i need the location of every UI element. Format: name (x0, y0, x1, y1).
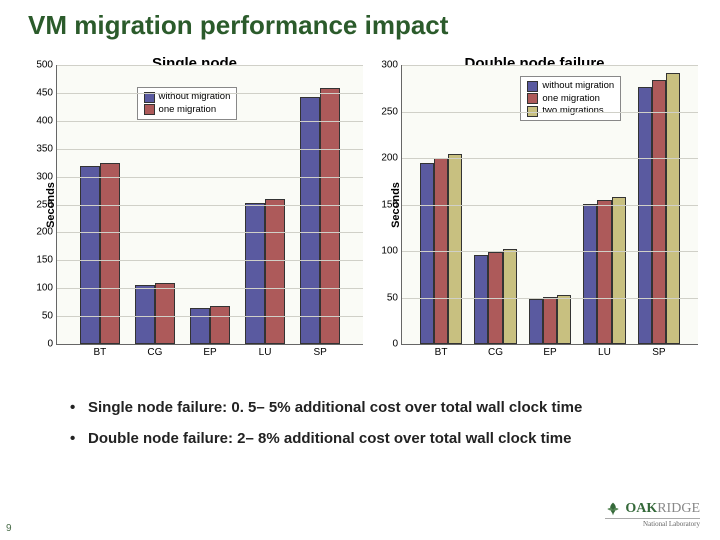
y-tick-label: 300 (36, 171, 53, 182)
y-tick-label: 150 (381, 199, 398, 210)
x-tick-label: CG (127, 347, 182, 358)
bar (583, 204, 597, 344)
bar (529, 299, 543, 344)
slide-title: VM migration performance impact (28, 10, 448, 41)
gridline (57, 205, 363, 206)
gridline (57, 93, 363, 94)
bar (638, 87, 652, 344)
bar (448, 154, 462, 344)
chart-plot: Seconds without migrationone migration 0… (56, 65, 363, 345)
y-tick-label: 0 (47, 339, 53, 350)
x-tick-label: CG (468, 347, 522, 358)
gridline (57, 149, 363, 150)
bar (474, 255, 488, 344)
gridline (402, 65, 698, 66)
y-tick-label: 250 (36, 199, 53, 210)
y-tick-label: 450 (36, 87, 53, 98)
y-tick-label: 300 (381, 60, 398, 71)
gridline (57, 65, 363, 66)
bar (557, 295, 571, 344)
bar (320, 88, 340, 344)
bar (80, 166, 100, 344)
gridline (402, 298, 698, 299)
bar (420, 163, 434, 344)
gridline (57, 232, 363, 233)
bar (300, 97, 320, 344)
logo-oak: OAK (625, 501, 657, 516)
gridline (402, 205, 698, 206)
y-tick-label: 400 (36, 115, 53, 126)
y-tick-label: 150 (36, 255, 53, 266)
y-tick-label: 50 (387, 292, 398, 303)
gridline (402, 158, 698, 159)
gridline (402, 251, 698, 252)
x-tick-label: BT (72, 347, 127, 358)
gridline (57, 121, 363, 122)
bar (652, 80, 666, 344)
bar (155, 283, 175, 344)
chart-double-node: Double node failure Seconds without migr… (367, 55, 702, 365)
x-tick-label: SP (293, 347, 348, 358)
bar (612, 197, 626, 344)
page-number: 9 (6, 523, 12, 534)
y-tick-label: 200 (36, 227, 53, 238)
bullet-item: Double node failure: 2– 8% additional co… (70, 430, 690, 447)
chart-plot: Seconds without migrationone migrationtw… (401, 65, 698, 345)
logo-subtitle: National Laboratory (605, 518, 700, 528)
bar (666, 73, 680, 344)
y-tick-label: 100 (36, 283, 53, 294)
y-tick-label: 200 (381, 153, 398, 164)
gridline (402, 112, 698, 113)
x-tick-label: EP (182, 347, 237, 358)
x-tick-label: SP (632, 347, 686, 358)
bar (597, 200, 611, 344)
y-tick-label: 50 (42, 311, 53, 322)
gridline (57, 288, 363, 289)
bar (190, 308, 210, 344)
y-tick-label: 350 (36, 143, 53, 154)
charts-row: Single node failure Seconds without migr… (22, 55, 702, 365)
chart-single-node: Single node failure Seconds without migr… (22, 55, 367, 365)
bullet-list: Single node failure: 0. 5– 5% additional… (30, 399, 690, 461)
leaf-icon (605, 501, 621, 517)
x-tick-label: EP (523, 347, 577, 358)
x-tick-label: LU (577, 347, 631, 358)
bar (135, 285, 155, 344)
x-tick-label: LU (238, 347, 293, 358)
y-tick-label: 0 (392, 339, 398, 350)
bullet-item: Single node failure: 0. 5– 5% additional… (70, 399, 690, 416)
bar (245, 203, 265, 344)
slide: VM migration performance impact Single n… (0, 0, 720, 540)
y-tick-label: 500 (36, 60, 53, 71)
gridline (57, 260, 363, 261)
gridline (57, 177, 363, 178)
y-tick-label: 100 (381, 246, 398, 257)
x-tick-label: BT (414, 347, 468, 358)
oak-ridge-logo: OAKRIDGE National Laboratory (605, 501, 700, 528)
logo-ridge: RIDGE (657, 501, 700, 516)
gridline (57, 316, 363, 317)
y-tick-label: 250 (381, 106, 398, 117)
bar (265, 199, 285, 344)
bar (543, 297, 557, 344)
bar (210, 306, 230, 344)
